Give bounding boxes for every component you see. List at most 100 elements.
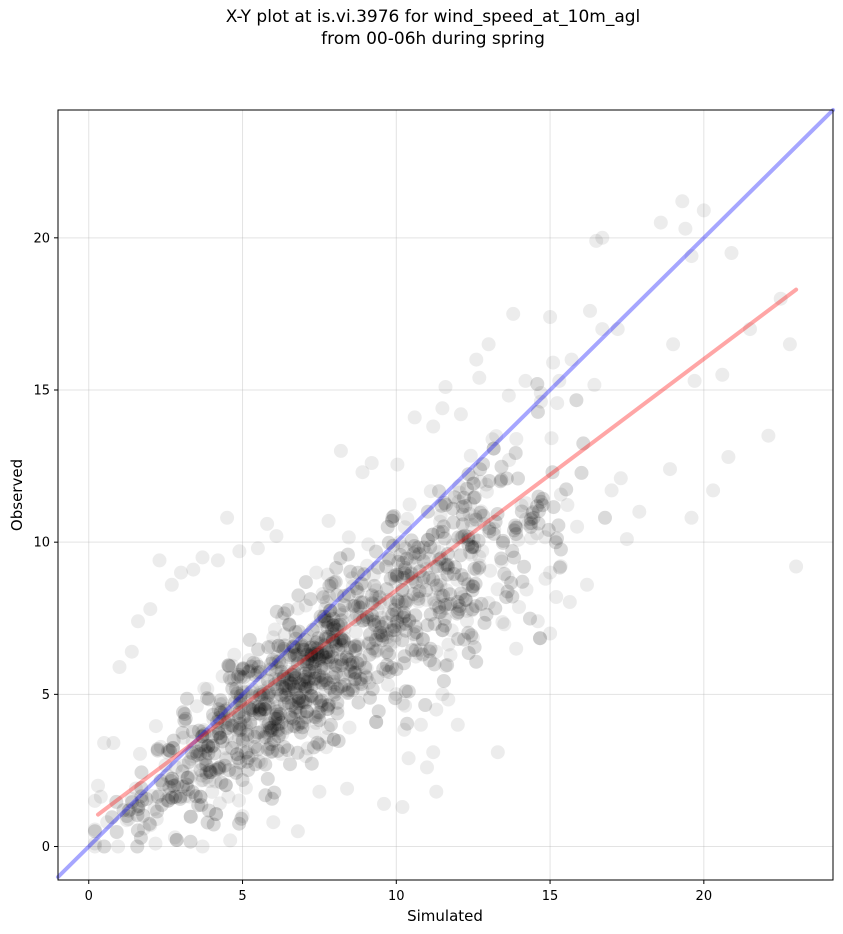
data-point: [228, 735, 242, 750]
data-point: [433, 589, 447, 604]
data-point: [265, 652, 280, 667]
data-point: [365, 682, 380, 697]
data-point: [374, 628, 389, 643]
data-point: [315, 647, 330, 662]
data-point: [250, 665, 265, 680]
data-point: [419, 583, 434, 598]
data-point: [411, 540, 426, 555]
data-point: [347, 598, 362, 613]
data-point: [212, 726, 227, 741]
data-point: [250, 742, 265, 757]
data-point: [173, 789, 188, 804]
data-point: [272, 672, 287, 687]
data-point: [397, 563, 412, 578]
data-point: [761, 428, 776, 443]
data-point: [252, 725, 267, 740]
data-point: [493, 474, 508, 489]
data-point: [347, 612, 362, 627]
data-point: [390, 592, 404, 607]
data-point: [277, 668, 292, 683]
data-point: [176, 730, 191, 745]
data-point: [311, 631, 326, 646]
data-point: [244, 748, 259, 763]
data-point: [423, 607, 438, 622]
data-point: [201, 746, 216, 761]
data-point: [155, 777, 170, 792]
data-point: [252, 706, 267, 721]
data-point: [328, 658, 343, 673]
data-point: [300, 647, 315, 662]
data-point: [179, 777, 194, 792]
data-point: [376, 661, 391, 676]
data-point: [301, 666, 316, 681]
data-point: [181, 770, 195, 785]
data-point: [345, 659, 360, 674]
data-point: [569, 393, 584, 408]
data-point: [312, 737, 327, 752]
data-point: [136, 808, 151, 823]
data-point: [284, 676, 299, 691]
data-point: [479, 484, 494, 499]
data-point: [541, 522, 556, 537]
data-point: [105, 810, 119, 825]
data-point: [422, 653, 437, 668]
data-point: [322, 603, 337, 618]
data-point: [404, 567, 418, 582]
data-point: [200, 815, 215, 830]
chart-title-line-2: from 00-06h during spring: [321, 29, 545, 49]
data-point: [167, 778, 182, 793]
data-point: [408, 575, 423, 590]
data-point: [246, 700, 260, 715]
data-point: [231, 667, 246, 682]
y-tick-label: 10: [33, 536, 50, 551]
data-point: [426, 419, 441, 434]
data-point: [223, 833, 238, 848]
data-point: [258, 788, 273, 803]
data-point: [211, 761, 226, 776]
data-point: [435, 687, 450, 702]
data-point: [416, 570, 431, 585]
data-point: [293, 704, 308, 719]
data-point: [353, 600, 368, 615]
data-point: [236, 670, 251, 685]
data-point: [206, 817, 221, 832]
data-point: [227, 695, 242, 710]
data-point: [176, 705, 190, 720]
data-point: [318, 673, 333, 688]
data-point: [284, 676, 299, 691]
data-point: [235, 663, 250, 677]
data-point: [458, 498, 473, 513]
data-point: [152, 553, 167, 568]
data-point: [271, 638, 286, 653]
data-point: [304, 689, 319, 704]
data-point: [505, 589, 520, 604]
data-point: [256, 684, 271, 699]
data-point: [205, 784, 220, 799]
data-point: [435, 623, 450, 638]
data-point: [494, 472, 509, 487]
data-point: [474, 596, 489, 611]
data-point: [476, 508, 491, 523]
data-point: [391, 554, 406, 569]
data-point: [225, 658, 240, 673]
data-point: [408, 649, 423, 664]
data-point: [420, 618, 435, 633]
data-point: [445, 538, 460, 553]
data-point: [434, 551, 449, 566]
data-point: [280, 664, 295, 679]
data-point: [320, 702, 335, 717]
data-point: [432, 484, 446, 499]
data-point: [353, 672, 368, 686]
data-point: [330, 695, 345, 710]
data-point: [370, 670, 385, 685]
data-point: [521, 516, 536, 531]
data-point: [330, 681, 345, 696]
data-point: [353, 672, 368, 686]
data-point: [298, 681, 313, 696]
data-point: [228, 762, 243, 777]
data-point: [336, 667, 351, 682]
data-point: [493, 474, 508, 489]
data-point: [291, 694, 306, 709]
data-point: [347, 665, 362, 680]
data-point: [190, 748, 205, 763]
